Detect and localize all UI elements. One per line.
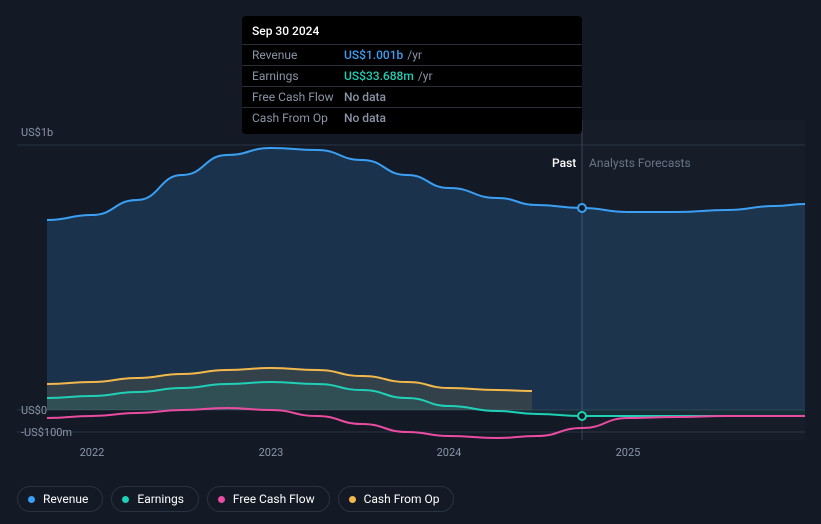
forecast-label: Analysts Forecasts (589, 156, 691, 170)
legend-label: Revenue (43, 492, 88, 506)
legend-dot-icon (218, 496, 225, 503)
y-axis-label: US$1b (21, 126, 53, 139)
chart-container: US$1b US$0 -US$100m 2022 2023 2024 2025 Past A… (17, 120, 805, 470)
chart-legend: Revenue Earnings Free Cash Flow Cash From O… (17, 486, 454, 512)
legend-label: Earnings (137, 492, 184, 506)
legend-label: Free Cash Flow (233, 492, 315, 506)
tooltip-row: Earnings US$33.688m /yr (242, 65, 582, 86)
legend-item-revenue[interactable]: Revenue (17, 486, 103, 512)
tooltip-row: Cash From Op No data (242, 107, 582, 128)
financial-chart[interactable]: US$1b US$0 -US$100m 2022 2023 2024 2025 (17, 120, 805, 480)
tooltip-metric-value: No data (344, 111, 386, 125)
past-label: Past (552, 156, 576, 170)
y-axis-label: -US$100m (21, 426, 72, 439)
tooltip-metric-label: Earnings (252, 69, 344, 83)
marker-dot-earnings (578, 412, 586, 420)
tooltip-metric-value: No data (344, 90, 386, 104)
x-axis-label: 2024 (437, 446, 462, 459)
tooltip-metric-label: Cash From Op (252, 111, 344, 125)
legend-dot-icon (349, 496, 356, 503)
x-axis-label: 2022 (80, 446, 105, 459)
legend-item-earnings[interactable]: Earnings (111, 486, 199, 512)
chart-tooltip: Sep 30 2024 Revenue US$1.001b /yr Earnin… (242, 16, 582, 134)
y-axis-label: US$0 (21, 404, 47, 417)
legend-item-cash-from-op[interactable]: Cash From Op (338, 486, 455, 512)
tooltip-metric-value: US$1.001b (344, 48, 403, 62)
legend-label: Cash From Op (364, 492, 440, 506)
marker-dot-revenue (578, 204, 586, 212)
tooltip-metric-label: Free Cash Flow (252, 90, 344, 104)
tooltip-row: Free Cash Flow No data (242, 86, 582, 107)
tooltip-metric-label: Revenue (252, 48, 344, 62)
x-axis-label: 2023 (259, 446, 284, 459)
tooltip-metric-unit: /yr (407, 48, 422, 62)
legend-dot-icon (28, 496, 35, 503)
legend-dot-icon (122, 496, 129, 503)
tooltip-metric-value: US$33.688m (344, 69, 414, 83)
tooltip-row: Revenue US$1.001b /yr (242, 44, 582, 65)
x-axis-label: 2025 (616, 446, 641, 459)
legend-item-free-cash-flow[interactable]: Free Cash Flow (207, 486, 330, 512)
tooltip-date: Sep 30 2024 (242, 22, 582, 44)
tooltip-metric-unit: /yr (418, 69, 433, 83)
